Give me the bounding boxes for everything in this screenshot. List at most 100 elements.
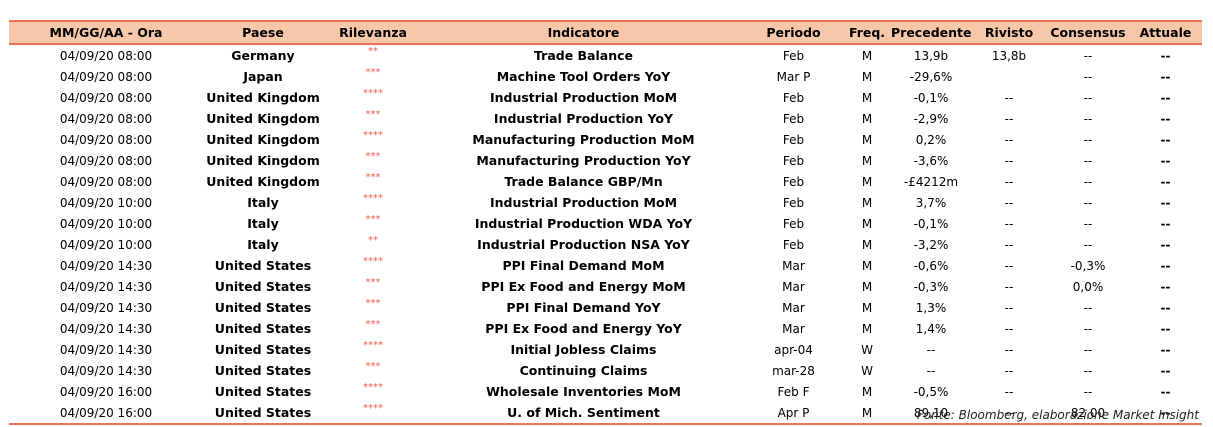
cell-country: United States [203,402,323,425]
cell-datetime: 04/09/20 08:00 [59,69,153,84]
cell-period: Mar P [776,69,811,84]
cell-revised: -- [1004,300,1014,315]
table-row: 04/09/20 14:30 United States **** PPI Final… [9,255,1202,276]
header-revised: Rivisto [971,20,1047,45]
cell-actual: -- [1160,384,1171,399]
cell-previous: -29,6% [909,69,953,84]
cell-datetime: 04/09/20 08:00 [59,132,153,147]
cell-datetime: 04/09/20 14:30 [59,321,153,336]
cell-previous: -3,2% [913,237,949,252]
cell-freq: M [861,48,873,63]
cell-country: United States [214,258,312,273]
cell-datetime: 04/09/20 16:00 [9,402,203,425]
cell-datetime: 04/09/20 14:30 [59,363,153,378]
cell-datetime: 04/09/20 16:00 [59,384,153,399]
cell-relevance: **** [363,88,383,99]
cell-period: Feb [782,216,805,231]
cell-previous: 89,10 [891,402,971,425]
cell-country: United States [214,384,312,399]
cell-freq: M [861,321,873,336]
cell-previous: -0,5% [913,384,949,399]
cell-actual: -- [1160,153,1171,168]
cell-actual: -- [1160,48,1171,63]
cell-period: Mar [782,300,805,315]
cell-country: United States [214,342,312,357]
cell-actual: -- [1160,195,1171,210]
cell-revised: -- [1004,174,1014,189]
cell-country: United Kingdom [206,111,320,126]
header-indicator: Indicatore [423,20,744,45]
source-note: Fonte: Bloomberg, elaborazione Market In… [916,408,1199,422]
cell-period: Feb [782,174,805,189]
cell-datetime: 04/09/20 08:00 [59,153,153,168]
table-row: 04/09/20 10:00 Italy ** Industrial Producti… [9,234,1202,255]
cell-relevance: *** [365,319,381,330]
cell-freq: W [861,342,873,357]
cell-actual: -- [1129,402,1202,425]
cell-indicator: PPI Final Demand MoM [502,258,665,273]
cell-actual: -- [1160,111,1171,126]
cell-freq: M [861,258,873,273]
cell-previous: -0,3% [913,279,949,294]
header-datetime: MM/GG/AA - Ora [9,20,203,45]
cell-revised: -- [1004,342,1014,357]
cell-consensus: 82,00 [1047,402,1129,425]
cell-revised: -- [971,402,1047,425]
economic-calendar: MM/GG/AA - Ora Paese Rilevanza Indicator… [9,20,1202,425]
cell-indicator: Continuing Claims [519,363,648,378]
cell-indicator: U. of Mich. Sentiment [423,402,744,425]
calendar-table: MM/GG/AA - Ora Paese Rilevanza Indicator… [9,20,1202,425]
cell-previous: -- [926,342,936,357]
cell-actual: -- [1160,237,1171,252]
cell-relevance: *** [365,109,381,120]
cell-indicator: PPI Ex Food and Energy YoY [485,321,682,336]
cell-consensus: -- [1083,111,1093,126]
cell-period: Mar [782,258,805,273]
cell-revised: -- [1004,363,1014,378]
cell-freq: M [861,216,873,231]
cell-datetime: 04/09/20 10:00 [59,237,153,252]
cell-datetime: 04/09/20 08:00 [59,90,153,105]
cell-country: United Kingdom [206,132,320,147]
cell-country: United Kingdom [206,153,320,168]
cell-period: Feb [782,237,805,252]
cell-actual: -- [1160,342,1171,357]
cell-country: Italy [247,195,279,210]
header-relevance: Rilevanza [323,20,423,45]
header-period: Periodo [744,20,843,45]
cell-country: Germany [231,48,295,63]
cell-relevance: *** [365,151,381,162]
cell-indicator: PPI Ex Food and Energy MoM [481,279,686,294]
cell-indicator: Industrial Production NSA YoY [477,237,690,252]
cell-consensus: -- [1083,195,1093,210]
cell-period: apr-04 [774,342,813,357]
cell-revised: -- [1004,258,1014,273]
cell-consensus: -- [1083,216,1093,231]
cell-consensus: -0,3% [1070,258,1106,273]
cell-relevance: *** [365,298,381,309]
cell-actual: -- [1160,174,1171,189]
cell-indicator: Trade Balance [534,48,633,63]
cell-datetime: 04/09/20 08:00 [59,48,153,63]
cell-indicator: Machine Tool Orders YoY [496,69,671,84]
cell-consensus: -- [1083,174,1093,189]
cell-actual: -- [1160,279,1171,294]
cell-previous: -3,6% [913,153,949,168]
cell-relevance: *** [365,67,381,78]
cell-freq: M [843,402,891,425]
table-row: 04/09/20 14:30 United States *** Continuing… [9,360,1202,381]
cell-relevance: *** [365,361,381,372]
cell-datetime: 04/09/20 10:00 [59,195,153,210]
cell-freq: M [861,69,873,84]
cell-indicator: Wholesale Inventories MoM [486,384,681,399]
cell-country: Italy [247,216,279,231]
cell-country: United Kingdom [206,90,320,105]
cell-actual: -- [1160,132,1171,147]
cell-actual: -- [1160,69,1171,84]
cell-freq: M [861,237,873,252]
cell-actual: -- [1160,258,1171,273]
cell-revised: -- [1004,216,1014,231]
table-row: 04/09/20 16:00 United States **** Wholesale… [9,381,1202,402]
cell-indicator: Industrial Production MoM [489,90,678,105]
cell-period: Apr P [744,402,843,425]
